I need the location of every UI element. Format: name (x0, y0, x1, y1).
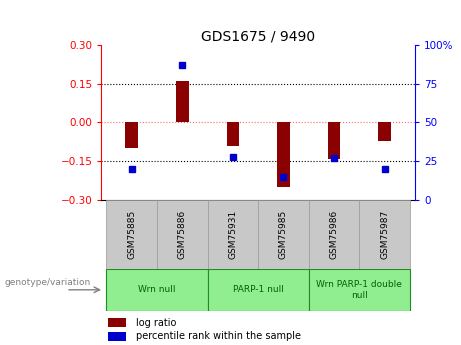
FancyBboxPatch shape (309, 200, 359, 269)
Text: GSM75931: GSM75931 (228, 210, 237, 259)
Text: Wrn null: Wrn null (138, 285, 176, 294)
Bar (226, 122, 239, 146)
FancyBboxPatch shape (157, 200, 207, 269)
FancyBboxPatch shape (106, 200, 157, 269)
Bar (277, 122, 290, 187)
Text: GSM75885: GSM75885 (127, 210, 136, 259)
Text: GSM75986: GSM75986 (330, 210, 338, 259)
Text: GSM75985: GSM75985 (279, 210, 288, 259)
Bar (378, 122, 391, 141)
FancyBboxPatch shape (207, 200, 258, 269)
FancyBboxPatch shape (359, 200, 410, 269)
Text: percentile rank within the sample: percentile rank within the sample (136, 332, 301, 341)
Text: log ratio: log ratio (136, 318, 176, 327)
FancyBboxPatch shape (207, 269, 309, 310)
FancyBboxPatch shape (258, 200, 309, 269)
Title: GDS1675 / 9490: GDS1675 / 9490 (201, 30, 315, 44)
FancyBboxPatch shape (106, 269, 207, 310)
Bar (176, 81, 189, 122)
FancyBboxPatch shape (309, 269, 410, 310)
Bar (328, 122, 340, 159)
Text: genotype/variation: genotype/variation (5, 278, 91, 287)
Text: GSM75987: GSM75987 (380, 210, 389, 259)
Text: PARP-1 null: PARP-1 null (233, 285, 284, 294)
Bar (125, 122, 138, 148)
Text: GSM75886: GSM75886 (178, 210, 187, 259)
Text: Wrn PARP-1 double
null: Wrn PARP-1 double null (316, 280, 402, 299)
FancyBboxPatch shape (108, 332, 126, 341)
FancyBboxPatch shape (108, 318, 126, 327)
